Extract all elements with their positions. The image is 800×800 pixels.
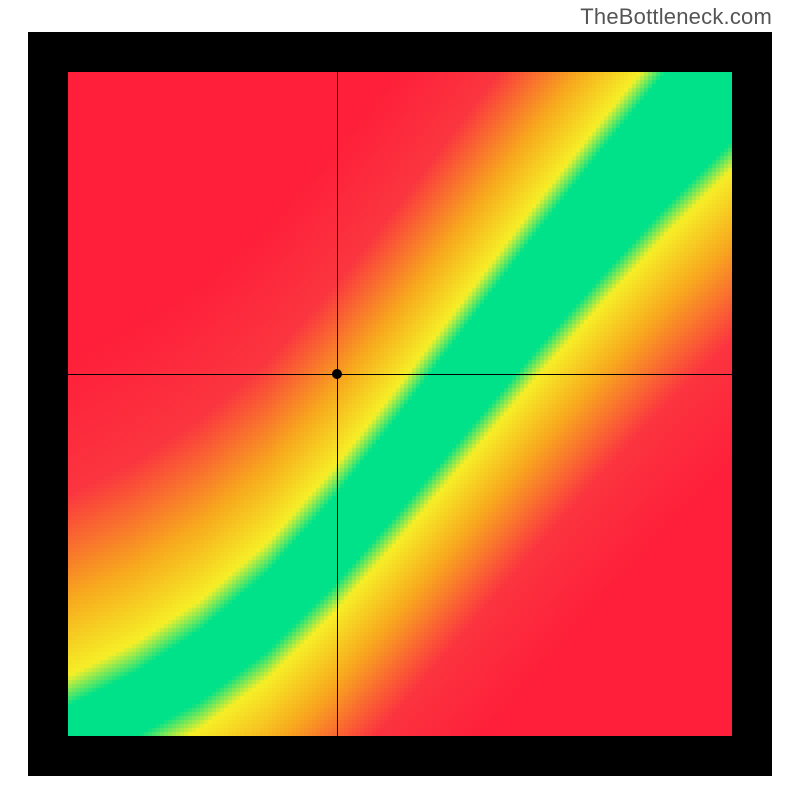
watermark-text: TheBottleneck.com — [580, 4, 772, 30]
crosshair-vertical — [337, 72, 338, 736]
chart-container: TheBottleneck.com — [0, 0, 800, 800]
data-point-marker — [332, 369, 342, 379]
plot-border — [28, 32, 772, 776]
plot-area — [68, 72, 732, 736]
heatmap-canvas — [68, 72, 732, 736]
crosshair-horizontal — [68, 374, 732, 375]
